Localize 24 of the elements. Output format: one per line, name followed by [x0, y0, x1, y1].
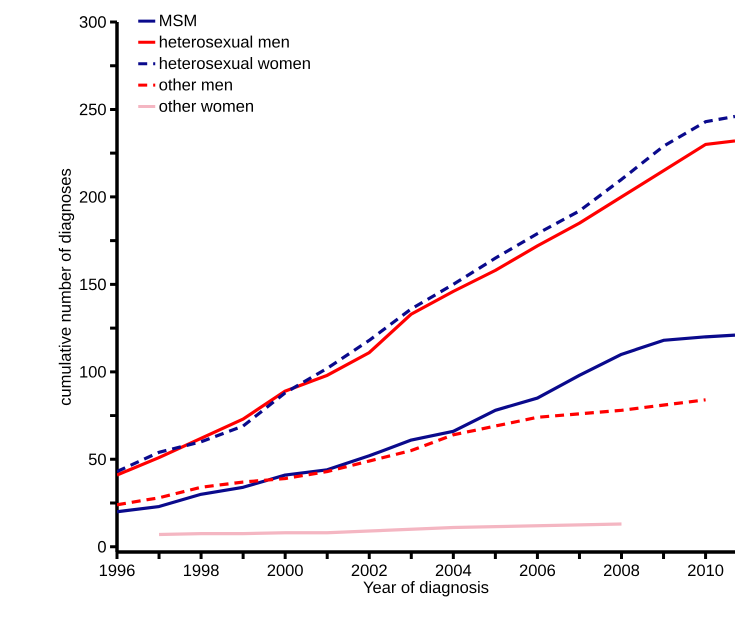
- x-tick-label: 2006: [520, 564, 556, 576]
- x-tick-label: 2004: [436, 564, 472, 576]
- y-tick-label: 150: [80, 278, 106, 290]
- y-tick-label: 200: [80, 191, 106, 203]
- legend-label: heterosexual women: [160, 56, 310, 70]
- legend-label: heterosexual men: [160, 36, 289, 48]
- legend-label: other women: [159, 100, 254, 112]
- y-tick-label: 50: [88, 453, 106, 466]
- x-tick-label: 2000: [268, 564, 303, 576]
- x-axis-title: Year of diagnosis: [363, 581, 488, 596]
- line-series: [117, 334, 736, 514]
- x-tick-label: 2008: [604, 564, 640, 576]
- legend-label: other men: [159, 78, 232, 91]
- x-tick-label: 1996: [100, 564, 135, 576]
- x-tick-label: 1998: [184, 564, 219, 576]
- y-tick-label: 100: [80, 366, 106, 378]
- y-tick-label: 250: [80, 104, 106, 116]
- legend-label: MSM: [160, 14, 196, 26]
- y-tick-label: 300: [80, 16, 106, 28]
- y-axis-title: cumulative number of diagnoses: [58, 168, 74, 406]
- y-tick-label: 0: [98, 540, 106, 553]
- x-tick-label: 2002: [352, 564, 387, 576]
- line-series: [157, 522, 624, 536]
- x-tick-label: 2010: [688, 564, 724, 576]
